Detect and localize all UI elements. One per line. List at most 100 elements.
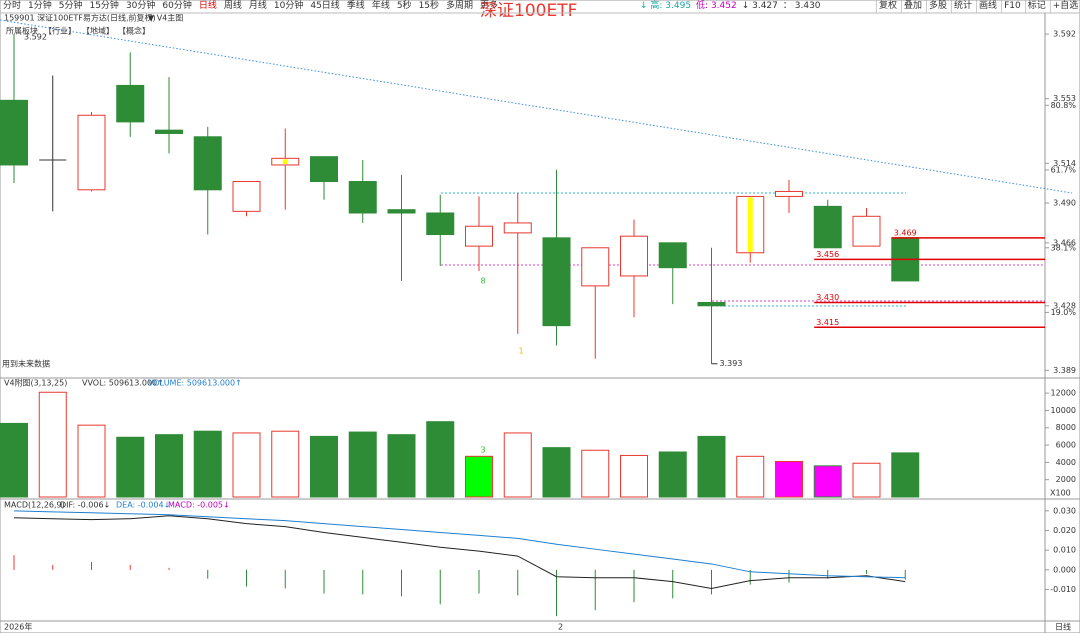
date-label: 2026年 (4, 622, 32, 632)
volume-bar (620, 454, 648, 498)
volume-bar (891, 452, 920, 498)
period-tab[interactable]: 日线 (198, 1, 217, 11)
volume-bar (116, 436, 145, 498)
y-tick-label: 3.466 (1053, 238, 1076, 247)
period-tab[interactable]: 45日线 (310, 1, 340, 11)
period-tab[interactable]: 月线 (248, 1, 267, 11)
period-tab[interactable]: 季线 (346, 1, 365, 11)
period-tab[interactable]: 15分钟 (89, 1, 119, 11)
toolbar-button[interactable]: 统计 (951, 0, 972, 13)
y-tick-label: 0.000 (1053, 565, 1076, 574)
candle-body (542, 237, 571, 327)
toolbar-button[interactable]: 复权 (876, 0, 897, 13)
volume-bar (736, 455, 765, 498)
period-tab[interactable]: 5分钟 (58, 1, 83, 11)
candle-body (426, 212, 455, 236)
macd-legend: DIF: -0.006↓ (60, 501, 110, 510)
y-tick-label: 3.428 (1053, 301, 1076, 310)
volume-bar (271, 430, 300, 498)
toolbar-button[interactable]: F10 (1001, 0, 1021, 13)
y-tick-label: 61.7% (1051, 165, 1077, 174)
y-tick-label: 12000 (1051, 389, 1076, 398)
period-tab[interactable]: 更多 (480, 1, 499, 11)
quote: ↓ 3.427 (741, 1, 778, 11)
volume-bar (581, 449, 610, 498)
sector[interactable]: 【概念】 (118, 26, 150, 36)
y-tick-label: -0.010 (1050, 585, 1076, 594)
quote: ： 3.430 (782, 1, 821, 11)
candle-highlight (747, 197, 753, 252)
level-label: 3.469 (894, 228, 917, 237)
candle-body (310, 156, 338, 183)
candle-body (775, 190, 803, 197)
toolbar-button[interactable]: 标记 (1024, 0, 1046, 13)
candle-body (232, 181, 261, 212)
low-label: 3.393 (720, 359, 743, 368)
candle-body (155, 129, 183, 134)
candle-body (116, 84, 145, 123)
period-tab[interactable]: 30分钟 (125, 1, 156, 11)
period-tab[interactable]: 10分钟 (273, 1, 304, 11)
indicator[interactable]: ▼ V4主图 (148, 13, 183, 23)
candle-body (348, 181, 377, 214)
candle-body (581, 247, 610, 287)
period-tab[interactable]: 1分钟 (28, 1, 52, 11)
date-label: 2 (558, 623, 563, 632)
toolbar-button[interactable]: 多股 (926, 0, 947, 13)
code: 159901 深证100ETF易方达(日线,前复权) (4, 13, 156, 23)
unit-label: X100 (1050, 489, 1071, 498)
y-tick-label: 2000 (1056, 475, 1076, 484)
toolbar-button[interactable]: 画线 (976, 0, 997, 13)
candle-body (465, 225, 493, 247)
y-tick-label: 0.010 (1053, 546, 1076, 555)
volume-bar (697, 435, 726, 498)
candle-highlight (282, 159, 288, 164)
volume-bar (465, 455, 493, 498)
y-tick-label: 6000 (1056, 441, 1076, 450)
trend-line (0, 19, 1073, 194)
sector[interactable]: 【行业】 (44, 26, 76, 36)
volume-title: V4附图(3,13,25) (4, 378, 67, 388)
macd-title: MACD(12,26,9) (4, 501, 65, 510)
period-tab[interactable]: 60分钟 (162, 1, 192, 11)
period-tab[interactable]: 周线 (223, 1, 242, 11)
sector[interactable]: 【地域】 (82, 26, 114, 36)
y-tick-label: 80.8% (1051, 101, 1077, 110)
volume-bar (232, 432, 261, 498)
volume-bar (542, 447, 571, 498)
period-tab[interactable]: 15秒 (418, 1, 440, 11)
sector[interactable]: 所属板块 (6, 26, 38, 36)
quote: ↓ 高: 3.495 (640, 1, 692, 11)
toolbar-button[interactable]: 叠加 (901, 0, 922, 13)
signal: 3 (480, 446, 485, 455)
volume-bar (77, 424, 106, 498)
y-tick-label: 3.389 (1053, 366, 1076, 375)
toolbar-button[interactable]: +自选 (1049, 0, 1078, 13)
note: 用到未来数据 (2, 359, 50, 369)
signal: 8 (480, 277, 485, 286)
period-tab[interactable]: 年线 (371, 1, 390, 11)
y-tick-label: 3.514 (1053, 159, 1076, 168)
candle-body (0, 99, 28, 166)
y-tick-label: 8000 (1056, 423, 1076, 432)
volume-legend: VVOL: 509613.000↑ (82, 379, 164, 388)
candle-body (658, 242, 687, 269)
y-tick-label: 0.020 (1053, 526, 1076, 535)
macd-line (13, 515, 906, 590)
volume-bar (503, 432, 532, 498)
volume-bar (193, 430, 222, 498)
period-label[interactable]: 日线 (1055, 622, 1071, 632)
volume-bar (852, 462, 881, 498)
macd-legend: DEA: -0.004↓ (116, 501, 170, 510)
volume-bar (0, 422, 28, 498)
period-tab[interactable]: 5秒 (396, 1, 412, 11)
volume-bar (775, 461, 803, 498)
high-label: 3.592 (24, 33, 47, 42)
y-tick-label: 0.030 (1053, 506, 1076, 515)
period-tab[interactable]: 分时 (3, 1, 22, 11)
period-tab[interactable]: 多周期 (446, 1, 474, 11)
y-tick-label: 38.1% (1051, 243, 1077, 252)
